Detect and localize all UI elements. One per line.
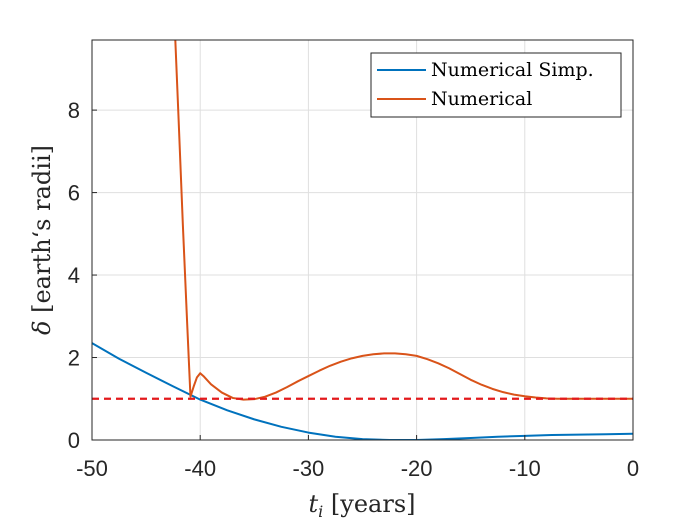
y-axis-symbol: δ xyxy=(28,321,56,335)
x-tick-label: -50 xyxy=(76,456,108,481)
x-axis-symbol: t xyxy=(309,490,319,518)
series-layer xyxy=(92,40,633,440)
x-tick-label: 0 xyxy=(627,456,639,481)
legend-label-numerical: Numerical xyxy=(431,88,532,110)
y-tick-label: 0 xyxy=(68,428,80,453)
y-axis-units: [earth‘s radii] xyxy=(28,145,56,321)
x-axis-label: ti [years] xyxy=(309,490,416,521)
plot-frame xyxy=(91,39,634,441)
y-tick-label: 6 xyxy=(68,181,80,206)
x-tick-label: -10 xyxy=(509,456,541,481)
x-axis-units: [years] xyxy=(323,490,415,518)
legend-label-numerical-simp: Numerical Simp. xyxy=(431,59,594,81)
series-line-numerical-simp xyxy=(92,342,633,440)
x-tick-label: -30 xyxy=(293,456,325,481)
legend: Numerical Simp. Numerical xyxy=(370,52,622,118)
legend-box xyxy=(370,52,622,118)
y-tick-label: 8 xyxy=(68,98,80,123)
ticks: -50 -40 -30 -20 -10 0 0 2 4 6 8 xyxy=(68,98,639,481)
y-tick-label: 2 xyxy=(68,346,80,371)
series-line-numerical xyxy=(174,40,633,401)
y-tick-label: 4 xyxy=(68,263,80,288)
x-tick-label: -40 xyxy=(184,456,216,481)
x-axis-subscript: i xyxy=(318,502,323,521)
x-tick-label: -20 xyxy=(401,456,433,481)
y-axis-label: δ [earth‘s radii] xyxy=(28,145,56,335)
